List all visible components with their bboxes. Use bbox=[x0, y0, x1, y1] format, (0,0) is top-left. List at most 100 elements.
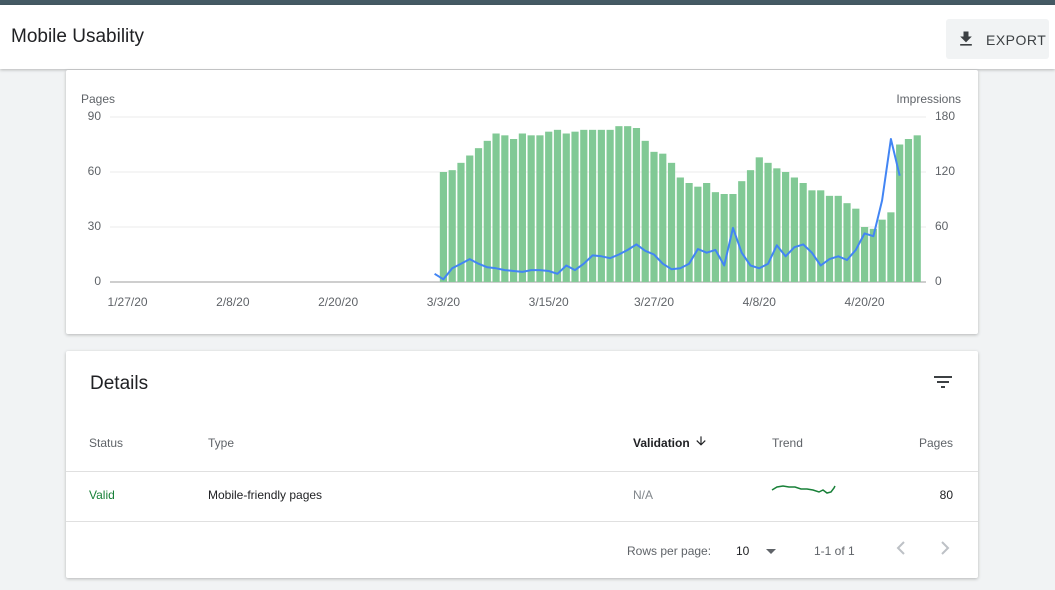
bar bbox=[501, 135, 509, 282]
bar bbox=[746, 170, 755, 282]
axis-title: Impressions bbox=[896, 92, 961, 106]
x-tick-label: 4/20/20 bbox=[845, 295, 885, 309]
next-page[interactable] bbox=[938, 540, 952, 556]
bar bbox=[527, 135, 535, 282]
column-header: Status bbox=[89, 436, 124, 450]
top-bar bbox=[0, 0, 1055, 5]
download-icon bbox=[960, 31, 972, 46]
bar bbox=[545, 131, 553, 282]
bar bbox=[562, 133, 570, 282]
bar bbox=[720, 194, 728, 282]
details-card: Details Status Type Validation Trend Pag… bbox=[66, 351, 978, 578]
column-header: Trend bbox=[772, 436, 803, 450]
bar bbox=[518, 133, 526, 282]
bar bbox=[588, 129, 597, 282]
x-tick-label: 3/27/20 bbox=[634, 295, 674, 309]
bar bbox=[738, 181, 746, 282]
page-title: Mobile Usability bbox=[11, 26, 145, 47]
line bbox=[434, 138, 901, 281]
rows-per-page-select[interactable]: 10 bbox=[736, 544, 750, 558]
x-tick-label: 4/8/20 bbox=[743, 295, 777, 309]
column-header: Type bbox=[208, 436, 235, 450]
bar bbox=[615, 126, 623, 282]
bar bbox=[904, 139, 913, 282]
bar bbox=[799, 183, 807, 282]
bar bbox=[729, 194, 737, 282]
x-tick-label: 3/15/20 bbox=[529, 295, 569, 309]
prev-page[interactable] bbox=[894, 540, 908, 556]
bar bbox=[694, 186, 702, 282]
y2-tick-label: 180 bbox=[935, 109, 955, 123]
x-tick-label: 2/8/20 bbox=[216, 295, 250, 309]
bar bbox=[852, 208, 860, 282]
bar bbox=[808, 190, 816, 282]
bar bbox=[536, 135, 544, 282]
x-tick-label: 2/20/20 bbox=[318, 295, 358, 309]
chart: Pages Impressions 0 30 60 90 0 60 120 180 1/27/20 2… bbox=[81, 92, 961, 309]
bar bbox=[580, 129, 588, 282]
bar bbox=[474, 148, 483, 282]
bar bbox=[887, 212, 895, 282]
bar bbox=[676, 177, 684, 282]
chart-card: Pages Impressions 0 30 60 90 0 60 120 180 1/27/20 2… bbox=[66, 70, 978, 334]
x-tick-label: 1/27/20 bbox=[108, 295, 148, 309]
details-title: Details bbox=[90, 373, 149, 394]
bar bbox=[448, 170, 456, 282]
bar bbox=[457, 162, 465, 282]
column-header: Pages bbox=[918, 436, 953, 450]
bar bbox=[764, 162, 772, 282]
column-header[interactable]: Validation bbox=[633, 436, 690, 450]
bar bbox=[439, 172, 448, 282]
bar bbox=[703, 183, 711, 282]
bar bbox=[641, 140, 649, 282]
dropdown-arrow[interactable] bbox=[764, 547, 778, 557]
filter-icon[interactable] bbox=[931, 370, 955, 394]
bar bbox=[659, 153, 667, 282]
y-tick-label: 30 bbox=[88, 219, 102, 233]
bar bbox=[790, 177, 798, 282]
sort-arrow bbox=[696, 436, 706, 446]
bar bbox=[624, 126, 632, 282]
rows-per-page-label: Rows per page: bbox=[627, 544, 712, 558]
bar bbox=[773, 168, 781, 282]
bar bbox=[782, 172, 790, 282]
bar bbox=[571, 131, 579, 282]
bar bbox=[667, 162, 676, 282]
page-range: 1-1 of 1 bbox=[814, 544, 855, 558]
bar bbox=[878, 219, 886, 282]
export-button[interactable]: EXPORT bbox=[946, 19, 1049, 59]
validation-cell: N/A bbox=[633, 488, 654, 502]
axis-title: Pages bbox=[81, 92, 115, 106]
bar bbox=[492, 133, 500, 282]
bar bbox=[597, 129, 605, 282]
pages-cell: 80 bbox=[939, 488, 953, 502]
bar bbox=[825, 195, 834, 282]
bar bbox=[606, 129, 614, 282]
header: Mobile Usability EXPORT bbox=[0, 5, 1055, 69]
y-tick-label: 90 bbox=[88, 109, 102, 123]
bar bbox=[843, 203, 851, 282]
bar bbox=[553, 129, 562, 282]
y2-tick-label: 60 bbox=[935, 219, 949, 233]
export-label: EXPORT bbox=[986, 32, 1047, 48]
bar bbox=[632, 128, 641, 282]
bar bbox=[817, 190, 825, 282]
bar bbox=[869, 228, 877, 282]
status-cell: Valid bbox=[89, 488, 115, 502]
y-tick-label: 60 bbox=[88, 164, 102, 178]
y-tick-label: 0 bbox=[94, 274, 101, 288]
bar bbox=[860, 227, 869, 282]
type-cell: Mobile-friendly pages bbox=[208, 488, 323, 502]
bar bbox=[711, 192, 720, 282]
y2-tick-label: 0 bbox=[935, 274, 942, 288]
bar bbox=[755, 157, 763, 282]
x-tick-label: 3/3/20 bbox=[427, 295, 461, 309]
divider bbox=[66, 471, 978, 472]
bar bbox=[483, 140, 491, 282]
bar bbox=[510, 139, 518, 282]
bar bbox=[913, 135, 921, 282]
divider bbox=[66, 521, 978, 522]
bar bbox=[685, 183, 693, 282]
trend-sparkline bbox=[771, 485, 836, 494]
